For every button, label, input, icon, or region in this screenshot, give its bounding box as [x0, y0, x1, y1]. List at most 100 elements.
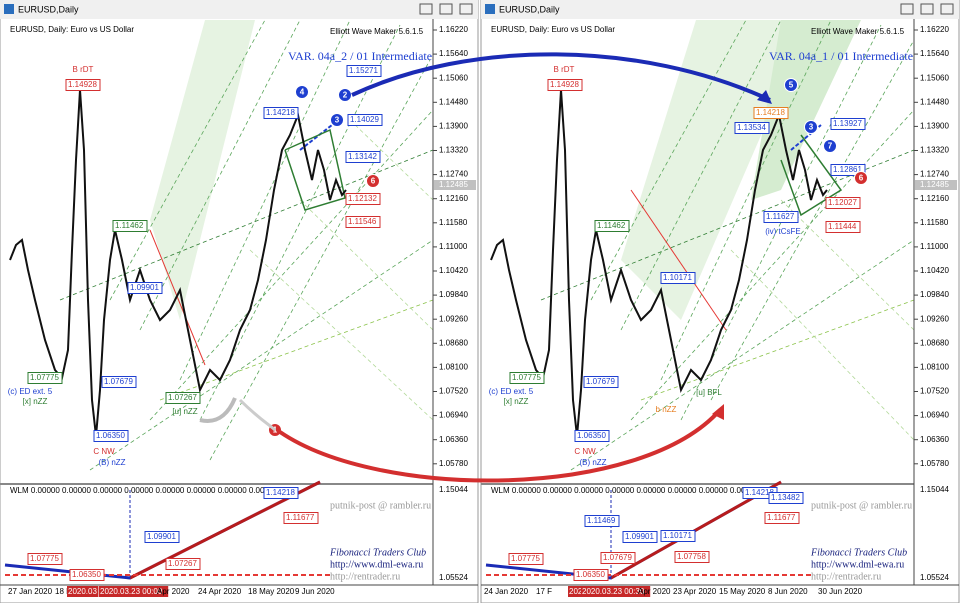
- chart-header: EURUSD, Daily: Euro vs US Dollar: [491, 25, 615, 34]
- price-box: [764, 512, 800, 524]
- price-box-label: 1.07758: [677, 552, 706, 561]
- date-label: 8 Jun 2020: [768, 587, 808, 596]
- price-label: 1.05780: [439, 459, 468, 468]
- price-label: 1.09840: [439, 290, 468, 299]
- price-box-label: 1.07679: [104, 377, 133, 386]
- price-box-label: 1.11469: [587, 516, 616, 525]
- credit-text: http://www.dml-ewa.ru: [330, 559, 423, 570]
- price-box: [27, 372, 63, 384]
- price-box: [69, 569, 105, 581]
- price-box: [825, 221, 861, 233]
- price-box-label: 1.06350: [577, 431, 606, 440]
- price-box-label: 1.09901: [130, 283, 159, 292]
- current-price-bg: [915, 180, 957, 190]
- price-box: [127, 282, 163, 294]
- credit-text: http://rentrader.ru: [811, 571, 881, 582]
- chart-window: EURUSD,Daily EURUSD, Daily: Euro vs US Do…: [0, 0, 479, 603]
- price-box: [734, 122, 770, 134]
- price-box: [112, 220, 148, 232]
- price-label: 1.13320: [439, 146, 468, 155]
- indicator-axis: 1.05524: [439, 573, 468, 582]
- price-box-label: 1.13927: [833, 119, 862, 128]
- price-box-label: 1.07267: [168, 393, 197, 402]
- wave-label: (B) nZZ: [579, 458, 606, 467]
- price-box-label: 1.07775: [30, 373, 59, 382]
- price-label: 1.15060: [920, 73, 949, 82]
- price-box-label: 1.14029: [350, 115, 379, 124]
- wave-marker-label: 3: [809, 123, 814, 132]
- title-bar[interactable]: [0, 0, 478, 19]
- price-label: 1.12740: [439, 170, 468, 179]
- price-box: [101, 376, 137, 388]
- ea-name: Elliott Wave Maker 5.6.1.5: [811, 27, 905, 36]
- price-label: 1.08100: [439, 363, 468, 372]
- date-label: Apr 2020: [157, 587, 190, 596]
- date-label: 15 May 2020: [719, 587, 766, 596]
- price-box: [27, 553, 63, 565]
- price-box-label: 1.07775: [512, 373, 541, 382]
- price-box-label: 1.07775: [30, 554, 59, 563]
- indicator-header: WLM 0.00000 0.00000 0.00000 0.00000 0.00…: [10, 486, 278, 495]
- price-box-label: 1.11677: [767, 513, 796, 522]
- price-box: [263, 107, 299, 119]
- price-label: 1.11580: [439, 218, 468, 227]
- wave-marker: [804, 120, 818, 134]
- price-box-label: 1.09901: [625, 532, 654, 541]
- title-bar[interactable]: [481, 0, 959, 19]
- window-button[interactable]: [900, 3, 914, 15]
- current-price: 1.12485: [439, 180, 468, 189]
- wave-label: [x] nZZ: [23, 397, 48, 406]
- wave-marker: [366, 174, 380, 188]
- price-label: 1.08100: [920, 363, 949, 372]
- window-button[interactable]: [459, 3, 473, 15]
- price-label: 1.08680: [439, 338, 468, 347]
- price-box: [283, 512, 319, 524]
- price-box-label: 1.09901: [147, 532, 176, 541]
- wave-label: [u] nZZ: [172, 407, 197, 416]
- window-button[interactable]: [439, 3, 453, 15]
- price-box-label: 1.14218: [266, 108, 295, 117]
- indicator-axis: 1.15044: [439, 485, 468, 494]
- price-box: [830, 118, 866, 130]
- price-label: 1.05780: [920, 459, 949, 468]
- price-label: 1.15640: [920, 49, 949, 58]
- wave-label: [x] nZZ: [504, 397, 529, 406]
- window-button[interactable]: [920, 3, 934, 15]
- wave-label: B rDT: [554, 65, 575, 74]
- price-box-label: 1.07775: [511, 554, 540, 563]
- price-box-label: 1.14928: [68, 80, 97, 89]
- price-box-label: 1.14218: [745, 488, 774, 497]
- price-box: [583, 376, 619, 388]
- indicator-axis: 1.05524: [920, 573, 949, 582]
- price-box: [547, 79, 583, 91]
- price-label: 1.12740: [920, 170, 949, 179]
- wave-marker-label: 4: [300, 88, 305, 97]
- wave-marker-label: 2: [343, 91, 348, 100]
- date-label: 9 Jun 2020: [295, 587, 335, 596]
- channels: [59, 19, 434, 471]
- date-label: 17 F: [536, 587, 552, 596]
- price-label: 1.09840: [920, 290, 949, 299]
- wave-marker-label: 3: [335, 116, 340, 125]
- date-label: 18 May 2020: [248, 587, 295, 596]
- price-box: [753, 107, 789, 119]
- current-price: 1.12485: [920, 180, 949, 189]
- price-box-label: 1.14218: [266, 488, 295, 497]
- price-label: 1.15640: [439, 49, 468, 58]
- window-button[interactable]: [940, 3, 954, 15]
- date-label: 30 Jun 2020: [818, 587, 863, 596]
- price-box: [144, 531, 180, 543]
- window-button[interactable]: [419, 3, 433, 15]
- price-label: 1.15060: [439, 73, 468, 82]
- date-highlight: [581, 586, 651, 597]
- ea-name: Elliott Wave Maker 5.6.1.5: [330, 27, 424, 36]
- price-box: [674, 551, 710, 563]
- price-box: [509, 372, 545, 384]
- price-label: 1.12160: [439, 194, 468, 203]
- date-label: 18 F: [55, 587, 71, 596]
- date-label: 2020.03: [68, 587, 97, 596]
- date-label: 24 Apr 2020: [198, 587, 242, 596]
- indicator-axis: 1.15044: [920, 485, 949, 494]
- price-label: 1.07520: [920, 387, 949, 396]
- price-box-label: 1.07679: [586, 377, 615, 386]
